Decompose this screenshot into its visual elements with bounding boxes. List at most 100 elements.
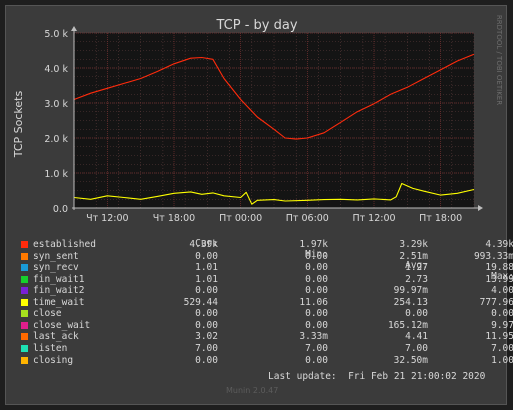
legend-avg: 2.51m xyxy=(399,250,428,262)
x-axis-arrow-icon xyxy=(478,205,483,211)
legend-swatch xyxy=(21,287,28,295)
legend-cur: 0.00 xyxy=(195,285,218,297)
legend-max: 9.97 xyxy=(491,319,513,331)
legend-row: syn_sent 0.00 0.00 2.51m 993.33m xyxy=(18,250,513,262)
legend-swatch xyxy=(21,252,28,260)
legend-row: last_ack 3.02 3.33m 4.41 11.95 xyxy=(18,331,513,343)
legend-min: 0.00 xyxy=(305,308,328,320)
legend-max: 4.39k xyxy=(485,239,513,250)
legend-swatch xyxy=(21,298,28,306)
legend-cur: 7.00 xyxy=(195,342,218,354)
legend-max: 1.00 xyxy=(491,354,513,366)
legend-avg: 0.00 xyxy=(405,308,428,320)
y-tick-label: 1.0 k xyxy=(44,169,68,180)
legend-max: 11.95 xyxy=(485,331,513,343)
legend-avg: 254.13 xyxy=(393,296,428,308)
legend-name: close_wait xyxy=(33,319,91,331)
x-axis-ticks: Чт 12:00 Чт 18:00 Пт 00:00 Пт 06:00 Пт 12:00… xyxy=(86,33,462,224)
y-tick-label: 3.0 k xyxy=(44,99,68,110)
legend-min: 0.00 xyxy=(305,250,328,262)
y-tick-label: 4.0 k xyxy=(44,64,68,75)
series-lines xyxy=(73,53,475,205)
series-line-established xyxy=(73,53,475,140)
legend-row: listen 7.00 7.00 7.00 7.00 xyxy=(18,342,513,354)
legend-name: fin_wait1 xyxy=(33,273,85,285)
chart-title: TCP - by day xyxy=(215,18,297,33)
legend-min: 3.33m xyxy=(299,331,328,343)
legend-name: listen xyxy=(33,342,68,354)
legend-max: 7.00 xyxy=(491,342,513,354)
legend-min: 0.00 xyxy=(305,273,328,285)
x-tick-label: Пт 06:00 xyxy=(286,213,329,224)
legend-header: Cur: Min: Avg: Max: xyxy=(18,227,513,282)
legend-avg: 32.50m xyxy=(393,354,428,366)
y-axis-ticks: 0.0 1.0 k 2.0 k 3.0 k 4.0 k 5.0 k xyxy=(44,29,474,215)
munin-version: Munin 2.0.47 xyxy=(226,386,279,395)
legend-swatch xyxy=(21,241,28,248)
series-line-time_wait xyxy=(73,182,475,205)
legend-cur: 0.00 xyxy=(195,354,218,366)
legend-row: close_wait 0.00 0.00 165.12m 9.97 xyxy=(18,319,513,331)
legend-cur: 0.00 xyxy=(195,250,218,262)
legend-name: syn_recv xyxy=(33,262,79,274)
y-axis-label: TCP Sockets xyxy=(12,91,25,159)
legend-max: 0.00 xyxy=(491,308,513,320)
legend-max: 13.99 xyxy=(485,273,513,285)
legend-name: close xyxy=(33,308,62,320)
header-max: Max: xyxy=(491,271,513,282)
legend-min: 7.00 xyxy=(305,342,328,354)
legend-min: 0.00 xyxy=(305,354,328,366)
y-tick-label: 2.0 k xyxy=(44,134,68,145)
legend-name: closing xyxy=(33,354,74,366)
legend-name: time_wait xyxy=(33,296,85,308)
legend-cur: 1.01 xyxy=(195,262,218,274)
rrdtool-credit: RRDTOOL / TOBI OETIKER xyxy=(495,15,503,105)
legend-row: close 0.00 0.00 0.00 0.00 xyxy=(18,308,513,320)
header-avg: Avg: xyxy=(405,260,428,271)
legend-max: 993.33m xyxy=(473,250,513,262)
legend-avg: 2.73 xyxy=(405,273,428,285)
legend-name: fin_wait2 xyxy=(33,285,85,297)
x-tick-label: Чт 12:00 xyxy=(86,213,128,224)
legend-swatch xyxy=(21,321,28,329)
legend-swatch xyxy=(21,275,28,283)
legend-swatch xyxy=(21,310,28,318)
legend-max: 777.96 xyxy=(479,296,513,308)
legend-swatch xyxy=(21,356,28,364)
x-tick-label: Пт 18:00 xyxy=(419,213,462,224)
legend-swatch xyxy=(21,264,28,272)
legend-row: fin_wait2 0.00 0.00 99.97m 4.00 xyxy=(18,285,513,297)
y-tick-label: 5.0 k xyxy=(44,29,68,40)
header-cur: Cur: xyxy=(195,238,218,249)
legend-cur: 3.02 xyxy=(195,331,218,343)
legend-row: fin_wait1 1.01 0.00 2.73 13.99 xyxy=(18,273,513,285)
legend-min: 1.97k xyxy=(299,239,328,250)
legend-swatch xyxy=(21,333,28,341)
legend-avg: 99.97m xyxy=(393,285,428,297)
legend-min: 11.06 xyxy=(299,296,328,308)
x-tick-label: Чт 18:00 xyxy=(153,213,195,224)
legend-cur: 4.39k xyxy=(189,239,218,250)
legend-avg: 7.00 xyxy=(405,342,428,354)
header-min: Min: xyxy=(305,249,328,260)
y-axis-arrow-icon xyxy=(71,26,77,31)
legend-row: established 4.39k 1.97k 3.29k 4.39k xyxy=(18,239,513,250)
y-tick-label: 0.0 xyxy=(53,204,68,215)
last-update: Last update: Fri Feb 21 21:00:02 2020 xyxy=(268,371,486,382)
legend-row: closing 0.00 0.00 32.50m 1.00 xyxy=(18,354,513,366)
legend-name: last_ack xyxy=(33,331,79,343)
legend-avg: 1.27 xyxy=(405,262,428,274)
legend-max: 19.88 xyxy=(485,262,513,274)
legend-min: 0.00 xyxy=(305,285,328,297)
legend-name: syn_sent xyxy=(33,250,79,262)
legend-name: established xyxy=(33,239,96,250)
legend-avg: 4.41 xyxy=(405,331,428,343)
legend-row: syn_recv 1.01 0.00 1.27 19.88 xyxy=(18,262,513,274)
x-tick-label: Пт 00:00 xyxy=(219,213,262,224)
legend-min: 0.00 xyxy=(305,319,328,331)
legend-cur: 1.01 xyxy=(195,273,218,285)
legend-swatch xyxy=(21,344,28,352)
legend-min: 0.00 xyxy=(305,262,328,274)
